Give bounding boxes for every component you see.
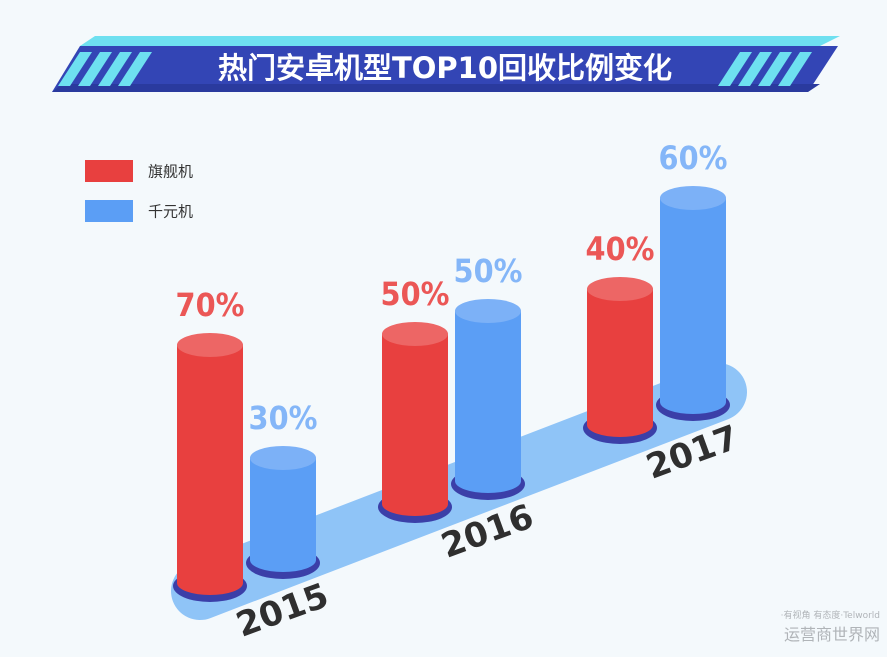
cylinder bbox=[660, 198, 726, 414]
watermark-logo: 运营商世界网 bbox=[784, 625, 880, 644]
value-label: 50% bbox=[381, 275, 450, 313]
cylinder bbox=[177, 345, 243, 595]
value-label: 60% bbox=[659, 139, 728, 177]
value-label: 70% bbox=[176, 286, 245, 324]
cylinder bbox=[382, 334, 448, 516]
value-label: 30% bbox=[249, 399, 318, 437]
value-label: 50% bbox=[454, 252, 523, 290]
legend-swatch bbox=[85, 200, 133, 222]
legend-label: 千元机 bbox=[148, 203, 193, 221]
legend-swatch bbox=[85, 160, 133, 182]
value-label: 40% bbox=[586, 230, 655, 268]
cylinder-top bbox=[455, 299, 521, 323]
cylinder bbox=[587, 289, 653, 437]
cylinder bbox=[250, 458, 316, 572]
cylinder-top bbox=[177, 333, 243, 357]
title-banner bbox=[52, 36, 840, 92]
watermark-tagline: ·有视角 有态度·Telworld bbox=[781, 609, 880, 621]
chart-title: 热门安卓机型TOP10回收比例变化 bbox=[218, 51, 672, 85]
cylinder-top bbox=[382, 322, 448, 346]
legend-label: 旗舰机 bbox=[148, 163, 193, 181]
cylinder-top bbox=[660, 186, 726, 210]
cylinder-top bbox=[587, 277, 653, 301]
cylinder-top bbox=[250, 446, 316, 470]
cylinder bbox=[455, 311, 521, 493]
